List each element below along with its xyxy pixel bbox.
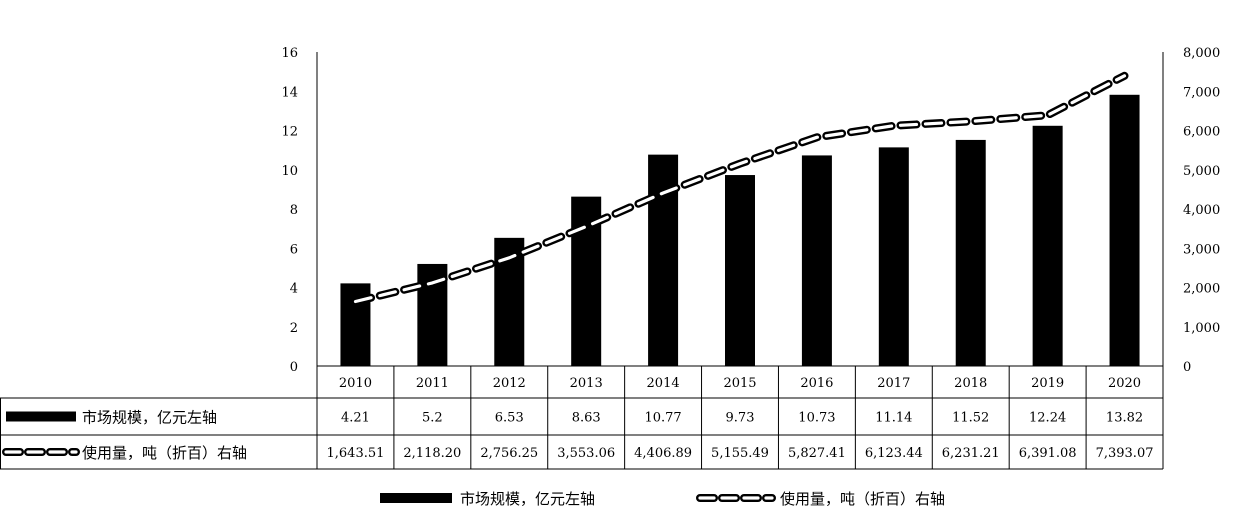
- category-label: 2012: [493, 376, 526, 391]
- line-series: [351, 71, 1129, 306]
- bar: [955, 139, 986, 366]
- bar: [725, 175, 755, 366]
- data-label: 2,118.20: [403, 446, 461, 461]
- data-label: 5,827.41: [788, 446, 846, 461]
- bar-key: [6, 411, 76, 422]
- right-tick-label: 4,000: [1183, 203, 1220, 218]
- data-label: 2,756.25: [480, 446, 538, 461]
- left-tick-label: 2: [290, 321, 298, 336]
- data-label: 3,553.06: [557, 446, 615, 461]
- left-tick-label: 8: [290, 203, 298, 218]
- right-tick-label: 3,000: [1183, 242, 1220, 257]
- category-label: 2016: [800, 376, 833, 391]
- category-label: 2018: [954, 376, 987, 391]
- right-tick-label: 2,000: [1183, 282, 1220, 297]
- data-label: 6,231.21: [942, 446, 1000, 461]
- category-label: 2014: [647, 376, 680, 391]
- left-tick-label: 6: [290, 242, 298, 257]
- left-tick-label: 14: [281, 85, 298, 100]
- data-label: 4.21: [341, 411, 370, 426]
- bar-series: [340, 94, 1140, 366]
- category-label: 2015: [723, 376, 756, 391]
- data-label: 13.82: [1106, 411, 1143, 426]
- left-tick-label: 16: [281, 46, 298, 61]
- left-tick-label: 4: [290, 282, 298, 297]
- right-tick-label: 0: [1183, 360, 1191, 375]
- legend-label: 使用量，吨（折百）右轴: [780, 490, 945, 508]
- data-label: 10.73: [798, 411, 835, 426]
- category-label: 2013: [570, 376, 603, 391]
- category-label: 2019: [1031, 376, 1064, 391]
- right-tick-label: 6,000: [1183, 125, 1220, 140]
- data-label: 9.73: [726, 411, 755, 426]
- bar: [878, 147, 909, 366]
- data-label: 6,123.44: [865, 446, 923, 461]
- bar: [801, 155, 832, 366]
- data-label: 4,406.89: [634, 446, 692, 461]
- left-tick-label: 10: [281, 164, 298, 179]
- data-label: 7,393.07: [1096, 446, 1154, 461]
- data-label: 1,643.51: [327, 446, 385, 461]
- left-tick-label: 12: [281, 125, 298, 140]
- data-label: 12.24: [1029, 411, 1066, 426]
- data-label: 11.14: [875, 411, 912, 426]
- data-table: 2010 2011 2012 2013 2014 2015 2016 2017 2018 2019…: [0, 365, 1164, 470]
- right-tick-label: 7,000: [1183, 85, 1220, 100]
- category-label: 2011: [416, 376, 449, 391]
- legend: 市场规模，亿元左轴 使用量，吨（折百）右轴: [380, 490, 945, 508]
- bar: [1109, 94, 1140, 366]
- category-label: 2020: [1108, 376, 1141, 391]
- data-label: 6,391.08: [1019, 446, 1077, 461]
- right-tick-label: 1,000: [1183, 321, 1220, 336]
- right-tick-label: 5,000: [1183, 164, 1220, 179]
- row-label: 使用量，吨（折百）右轴: [82, 444, 247, 462]
- row-label: 市场规模，亿元左轴: [82, 409, 217, 427]
- right-tick-label: 8,000: [1183, 46, 1220, 61]
- data-label: 5.2: [422, 411, 443, 426]
- data-label: 6.53: [495, 411, 524, 426]
- data-label: 8.63: [572, 411, 601, 426]
- category-label: 2010: [339, 376, 372, 391]
- legend-label: 市场规模，亿元左轴: [460, 490, 595, 508]
- usage-line-core: [353, 74, 1127, 304]
- category-label: 2017: [877, 376, 910, 391]
- data-label: 10.77: [644, 411, 681, 426]
- bar: [1032, 125, 1063, 366]
- data-label: 5,155.49: [711, 446, 769, 461]
- data-label: 11.52: [952, 411, 989, 426]
- legend-bar-swatch: [380, 493, 452, 503]
- axes: 0 2 4 6 8 10 12 14 16 0 1,000 2,000 3,000 4,000 5,000 6…: [281, 46, 1220, 375]
- left-tick-label: 0: [290, 360, 298, 375]
